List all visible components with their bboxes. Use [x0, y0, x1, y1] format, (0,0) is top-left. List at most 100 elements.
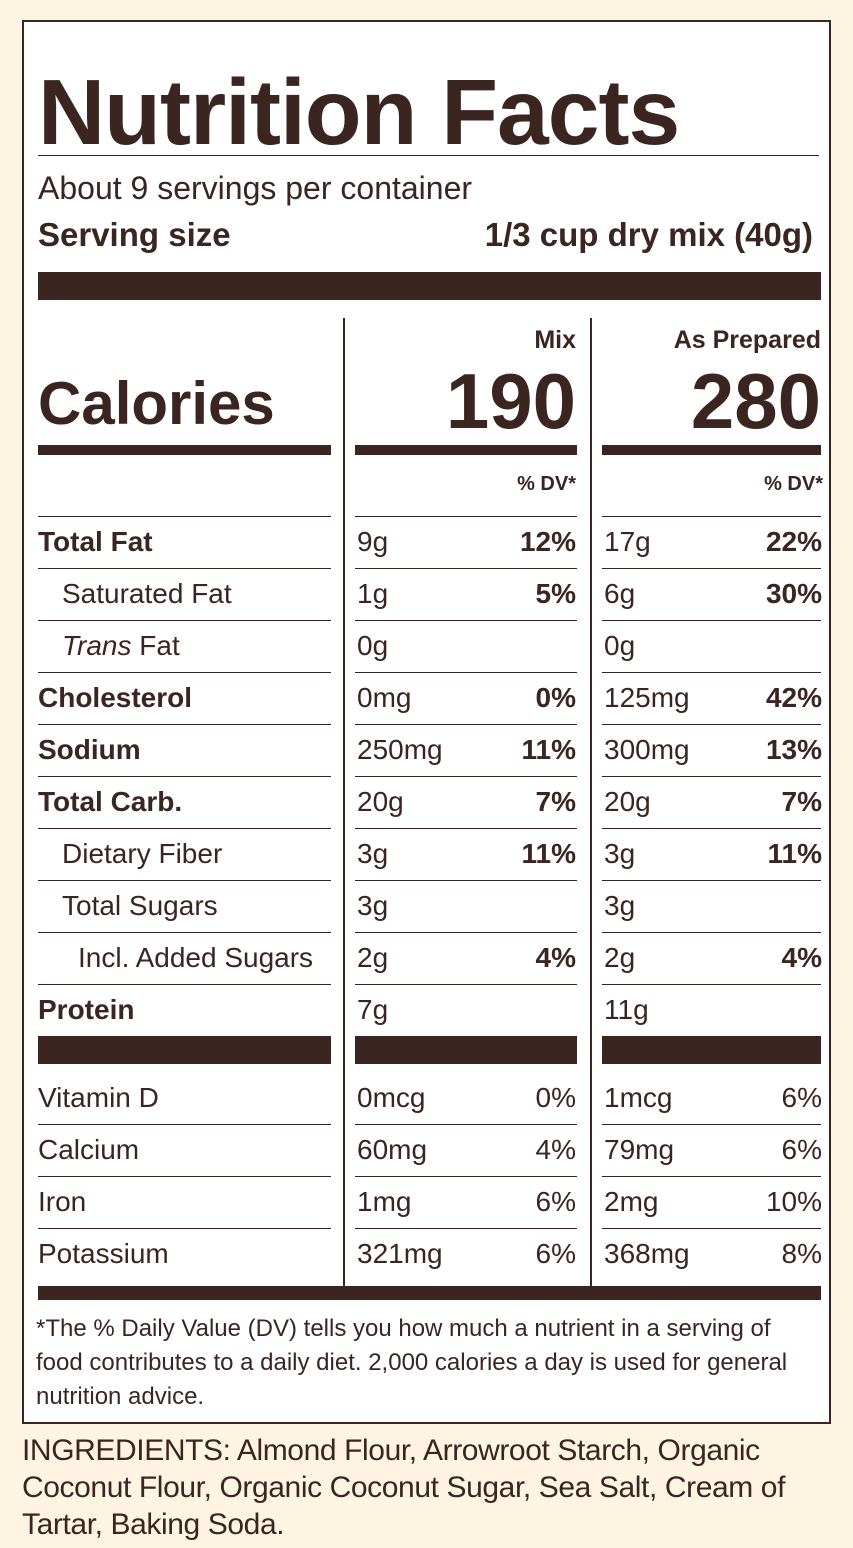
mix-amount: 250mg — [357, 734, 443, 765]
row-divider — [38, 880, 331, 881]
vitamin-bar-label — [38, 1036, 331, 1064]
calories-bar-mix — [355, 445, 577, 455]
row-divider — [355, 724, 577, 725]
prepared-daily-value: 30% — [765, 578, 822, 609]
prepared-daily-value: 11% — [767, 838, 823, 869]
nutrient-row: Protein 7g 11g — [24, 984, 829, 1036]
row-divider — [602, 1124, 821, 1125]
thick-divider-bottom — [38, 1286, 821, 1300]
mix-amount: 321mg — [357, 1238, 443, 1269]
prepared-daily-value: 13% — [765, 734, 822, 765]
prepared-daily-value: 6% — [781, 1082, 822, 1113]
nutrient-row: Cholesterol 0mg 0% 125mg 42% — [24, 672, 829, 724]
row-divider — [602, 1228, 821, 1229]
row-divider — [38, 776, 331, 777]
row-divider — [355, 984, 577, 985]
prepared-amount: 3g — [604, 838, 636, 869]
nutrient-name-rest: Fat — [131, 630, 180, 661]
row-divider — [355, 880, 577, 881]
prepared-daily-value: 6% — [781, 1134, 822, 1165]
dv-header-mix: % DV* — [517, 473, 576, 495]
row-divider — [602, 1176, 821, 1177]
mix-amount: 60mg — [357, 1134, 428, 1165]
calories-prepared: 280 — [690, 357, 821, 445]
prepared-amount: 368mg — [604, 1238, 690, 1269]
vitamin-bar-prepared — [602, 1036, 821, 1064]
prepared-daily-value: 42% — [765, 682, 822, 713]
row-divider — [355, 1176, 577, 1177]
prepared-daily-value: 8% — [781, 1238, 822, 1269]
nutrient-name: Potassium — [38, 1238, 169, 1269]
nutrient-row: Total Sugars 3g 3g — [24, 880, 829, 932]
nutrient-row: Dietary Fiber 3g 11% 3g 11% — [24, 828, 829, 880]
calories-bar-prepared — [602, 445, 821, 455]
nutrition-facts-panel: Nutrition Facts About 9 servings per con… — [22, 20, 831, 1424]
row-divider — [38, 516, 331, 517]
vitamin-row: Iron 1mg 6% 2mg 10% — [24, 1176, 829, 1228]
mix-daily-value: 4% — [535, 942, 576, 973]
nutrient-name: Sodium — [38, 734, 141, 765]
daily-value-footnote: *The % Daily Value (DV) tells you how mu… — [36, 1315, 788, 1410]
row-divider — [602, 932, 821, 933]
prepared-amount: 3g — [604, 890, 636, 921]
row-divider — [38, 672, 331, 673]
mix-amount: 1mg — [357, 1186, 412, 1217]
row-divider — [602, 568, 821, 569]
mix-amount: 9g — [357, 526, 389, 557]
nutrient-row: Trans Fat 0g 0g — [24, 620, 829, 672]
mix-daily-value: 11% — [521, 734, 577, 765]
nutrient-name: Protein — [38, 994, 135, 1025]
prepared-amount: 17g — [604, 526, 651, 557]
prepared-amount: 2g — [604, 942, 636, 973]
row-divider — [38, 984, 331, 985]
prepared-column-header: As Prepared — [673, 326, 821, 354]
mix-daily-value: 0% — [535, 682, 576, 713]
nutrient-name: Cholesterol — [38, 682, 193, 713]
row-divider — [38, 568, 331, 569]
dv-header-prepared: % DV* — [764, 473, 823, 495]
row-divider — [602, 672, 821, 673]
prepared-amount: 79mg — [604, 1134, 675, 1165]
prepared-daily-value: 4% — [781, 942, 822, 973]
serving-size-value: 1/3 cup dry mix (40g) — [484, 216, 813, 253]
row-divider — [602, 776, 821, 777]
mix-amount: 0mcg — [357, 1082, 426, 1113]
mix-amount: 20g — [357, 786, 404, 817]
vitamin-row: Calcium 60mg 4% 79mg 6% — [24, 1124, 829, 1176]
mix-daily-value: 5% — [535, 578, 576, 609]
row-divider — [355, 516, 577, 517]
row-divider — [38, 724, 331, 725]
row-divider — [355, 672, 577, 673]
row-divider — [38, 932, 331, 933]
nutrient-name: Total Sugars — [62, 890, 218, 921]
mix-daily-value: 11% — [521, 838, 577, 869]
nutrient-name-italic: Trans — [62, 630, 132, 661]
nutrient-name: Trans Fat — [62, 620, 180, 672]
mix-amount: 7g — [357, 994, 389, 1025]
mix-daily-value: 6% — [535, 1186, 576, 1217]
row-divider — [38, 1176, 331, 1177]
prepared-amount: 20g — [604, 786, 651, 817]
row-divider — [355, 620, 577, 621]
row-divider — [38, 620, 331, 621]
nutrient-row: Saturated Fat 1g 5% 6g 30% — [24, 568, 829, 620]
mix-daily-value: 7% — [535, 786, 576, 817]
mix-amount: 0g — [357, 630, 389, 661]
prepared-daily-value: 22% — [765, 526, 822, 557]
nutrient-row: Sodium 250mg 11% 300mg 13% — [24, 724, 829, 776]
serving-size-label: Serving size — [38, 216, 231, 253]
nutrient-name: Total Fat — [38, 526, 153, 557]
column-divider-right — [590, 318, 592, 1286]
calories-label: Calories — [38, 370, 275, 437]
row-divider — [602, 620, 821, 621]
row-divider — [355, 828, 577, 829]
row-divider — [355, 1228, 577, 1229]
mix-daily-value: 4% — [535, 1134, 576, 1165]
prepared-daily-value: 7% — [781, 786, 822, 817]
prepared-amount: 6g — [604, 578, 636, 609]
nutrient-name: Incl. Added Sugars — [78, 942, 314, 973]
vitamin-row: Potassium 321mg 6% 368mg 8% — [24, 1228, 829, 1280]
nutrient-name: Calcium — [38, 1134, 140, 1165]
row-divider — [602, 724, 821, 725]
mix-amount: 3g — [357, 838, 389, 869]
